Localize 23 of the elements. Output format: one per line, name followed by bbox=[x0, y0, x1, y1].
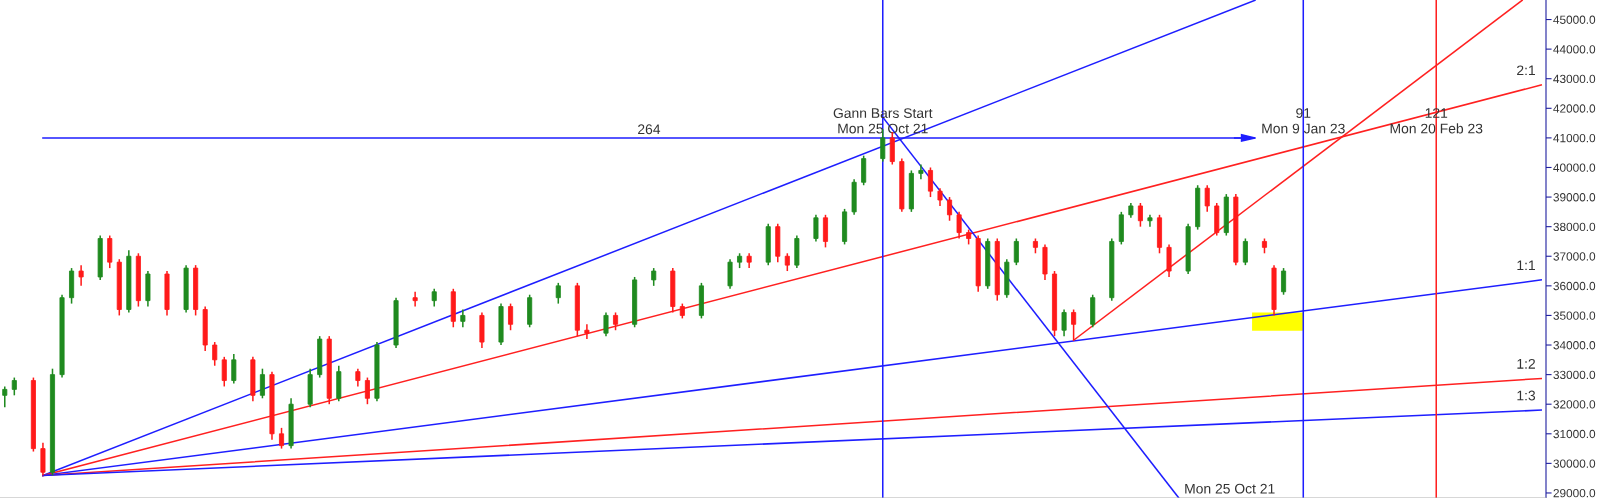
series-label: 2:1 bbox=[1517, 65, 1535, 76]
series-label: 1:2 bbox=[1517, 358, 1535, 369]
y-tick-label: 34000.0 bbox=[1553, 341, 1596, 350]
series-label: Mon 25 Oct 21 bbox=[1185, 483, 1275, 494]
y-tick-label: 38000.0 bbox=[1553, 222, 1596, 232]
y-tick-label: 40000.0 bbox=[1553, 163, 1596, 172]
series-label: 264 bbox=[638, 124, 661, 135]
y-tick-label: 35000.0 bbox=[1553, 311, 1596, 320]
y-tick-label: 37000.0 bbox=[1553, 252, 1596, 261]
y-tick-label: 30000.0 bbox=[1553, 459, 1596, 468]
y-tick-label: 44000.0 bbox=[1553, 45, 1596, 54]
y-tick-label: 32000.0 bbox=[1553, 400, 1596, 409]
y-tick-label: 31000.0 bbox=[1553, 429, 1596, 439]
y-tick-label: 36000.0 bbox=[1553, 281, 1596, 291]
y-tick-label: 29000.0 bbox=[1553, 489, 1596, 498]
y-tick-label: 45000.0 bbox=[1553, 15, 1596, 24]
y-tick-label: 41000.0 bbox=[1553, 133, 1596, 143]
series-label: 1:3 bbox=[1517, 390, 1536, 401]
y-tick-label: 39000.0 bbox=[1553, 193, 1596, 202]
y-tick-label: 43000.0 bbox=[1553, 74, 1596, 84]
series-label: 1:1 bbox=[1517, 260, 1535, 271]
y-tick-label: 42000.0 bbox=[1553, 104, 1596, 113]
y-tick-label: 33000.0 bbox=[1553, 370, 1596, 379]
